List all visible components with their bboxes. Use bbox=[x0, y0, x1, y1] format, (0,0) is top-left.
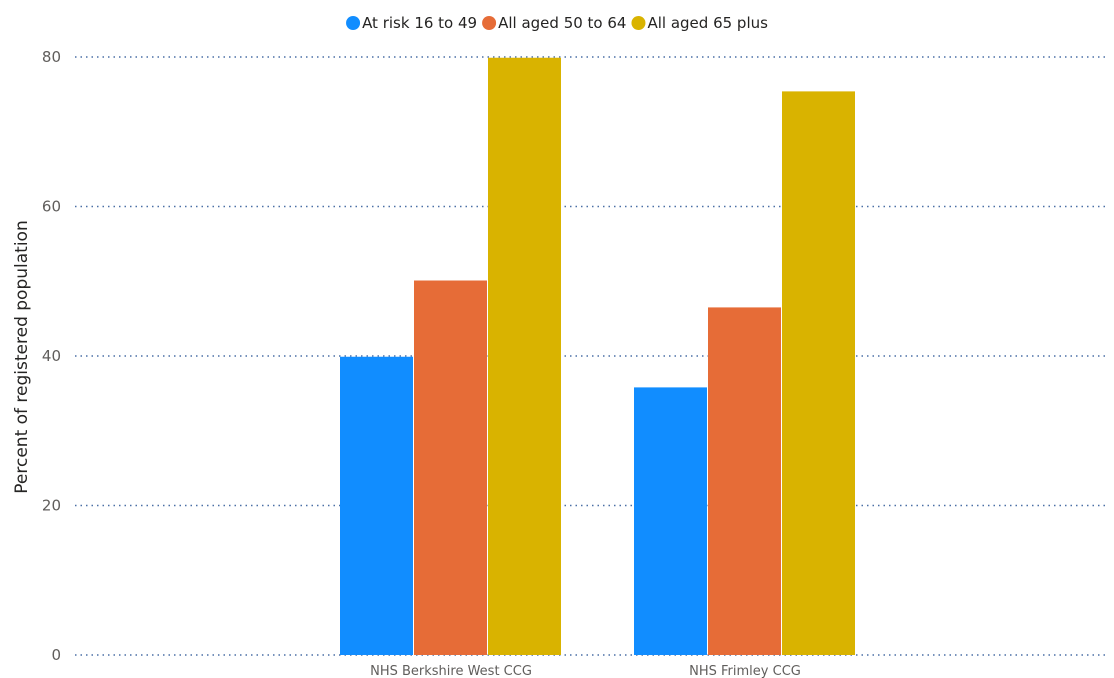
bar[interactable] bbox=[340, 356, 413, 655]
legend-item[interactable]: All aged 50 to 64 bbox=[482, 14, 626, 32]
legend-label: At risk 16 to 49 bbox=[362, 14, 477, 32]
x-tick-label: NHS Berkshire West CCG bbox=[370, 664, 532, 678]
y-axis-ticks: 0 20 40 60 80 bbox=[42, 48, 61, 664]
gridlines bbox=[75, 56, 1108, 656]
y-tick-label: 20 bbox=[42, 497, 61, 515]
y-tick-label: 40 bbox=[42, 347, 61, 365]
legend-marker bbox=[631, 16, 646, 30]
bar[interactable] bbox=[414, 280, 487, 655]
legend-item[interactable]: All aged 65 plus bbox=[631, 14, 768, 32]
bars bbox=[340, 57, 855, 656]
legend-label: All aged 50 to 64 bbox=[498, 14, 626, 32]
legend-item[interactable]: At risk 16 to 49 bbox=[346, 14, 477, 32]
x-tick-label: NHS Frimley CCG bbox=[689, 664, 801, 678]
bar[interactable] bbox=[708, 307, 781, 655]
legend-marker bbox=[482, 16, 497, 30]
x-axis-labels: NHS Berkshire West CCG NHS Frimley CCG bbox=[370, 664, 801, 678]
y-tick-label: 0 bbox=[51, 646, 61, 664]
legend-marker bbox=[346, 16, 361, 30]
bar[interactable] bbox=[488, 57, 561, 656]
y-tick-label: 60 bbox=[42, 198, 61, 216]
y-tick-label: 80 bbox=[42, 48, 61, 66]
y-axis-title: Percent of registered population bbox=[12, 220, 32, 493]
legend: At risk 16 to 49 All aged 50 to 64 All age… bbox=[346, 14, 768, 32]
bar[interactable] bbox=[634, 387, 707, 655]
bar[interactable] bbox=[782, 91, 855, 655]
legend-label: All aged 65 plus bbox=[647, 14, 768, 32]
